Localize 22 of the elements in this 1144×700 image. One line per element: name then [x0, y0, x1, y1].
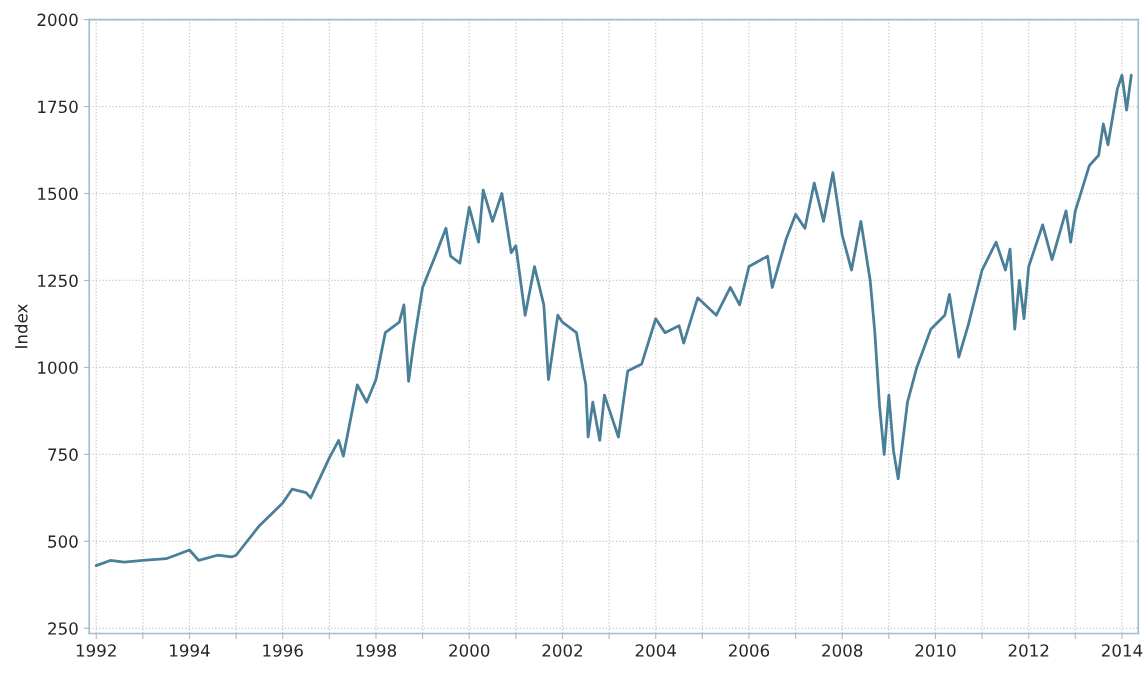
x-tick-label: 2008	[822, 644, 863, 657]
y-tick-label: 500	[48, 535, 78, 548]
x-tick-label: 1994	[170, 644, 210, 657]
y-tick-label: 750	[48, 448, 78, 461]
line-series	[94, 73, 1133, 568]
x-tick-label: 2000	[449, 644, 490, 657]
x-tick-label: 1996	[263, 644, 303, 657]
x-tick-label: 2010	[915, 644, 956, 657]
x-tick-label: 2004	[635, 644, 676, 657]
y-tick-label: 1500	[38, 187, 78, 201]
y-tick-label: 2000	[37, 13, 78, 27]
y-axis-title: Index	[14, 304, 28, 348]
x-tick-label: 1998	[356, 644, 397, 657]
x-tick-label: 2002	[542, 644, 583, 657]
x-tick-label: 2014	[1101, 644, 1143, 657]
y-tick-label: 1750	[38, 100, 78, 114]
x-tick-label: 2012	[1008, 644, 1049, 657]
x-tick-label: 1992	[76, 644, 116, 657]
y-tick-label: 1250	[38, 274, 78, 288]
y-tick-label: 1000	[38, 361, 78, 374]
x-tick-label: 2006	[728, 644, 770, 657]
y-tick-label: 250	[48, 622, 78, 635]
